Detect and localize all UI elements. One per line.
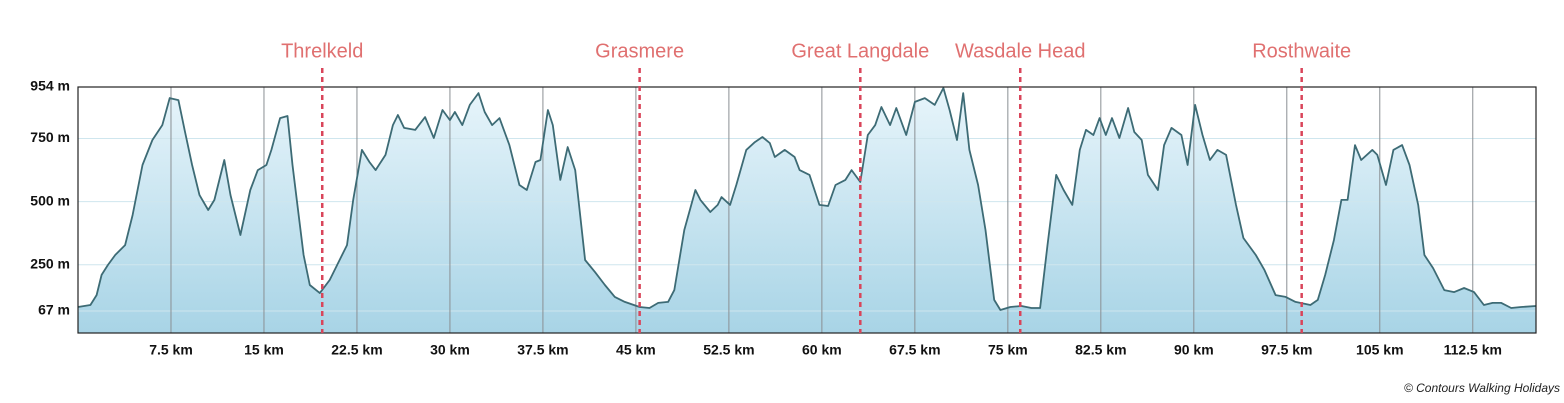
x-tick-label: 7.5 km (149, 342, 193, 358)
x-tick-label: 90 km (1174, 342, 1214, 358)
marker-label: Great Langdale (791, 40, 929, 62)
x-tick-label: 37.5 km (517, 342, 568, 358)
marker-label: Threlkeld (281, 40, 363, 62)
credit: © Contours Walking Holidays (1404, 381, 1560, 395)
x-tick-label: 67.5 km (889, 342, 940, 358)
x-tick-label: 22.5 km (331, 342, 382, 358)
marker-label: Rosthwaite (1252, 40, 1351, 62)
y-tick-label: 500 m (30, 192, 70, 208)
marker-label: Grasmere (595, 40, 684, 62)
x-tick-label: 97.5 km (1261, 342, 1312, 358)
elevation-area (78, 88, 1536, 333)
x-tick-label: 60 km (802, 342, 842, 358)
x-tick-label: 105 km (1356, 342, 1403, 358)
plot-area: 67 m 250 m 500 m 750 m 954 m 7.5 km 15 km 22.5 … (30, 40, 1537, 358)
y-tick-label: 750 m (30, 129, 70, 145)
x-tick-label: 112.5 km (1444, 342, 1502, 358)
x-tick-label: 82.5 km (1075, 342, 1126, 358)
x-tick-label: 15 km (244, 342, 284, 358)
elevation-line (77, 87, 1537, 311)
y-tick-label: 250 m (30, 256, 70, 272)
y-tick-label: 954 m (30, 78, 70, 94)
x-tick-label: 30 km (430, 342, 470, 358)
plot-border (77, 86, 1537, 334)
y-tick-label: 67 m (38, 302, 70, 318)
x-tick-label: 52.5 km (703, 342, 754, 358)
x-tick-label: 75 km (988, 342, 1028, 358)
x-tick-label: 45 km (616, 342, 656, 358)
marker-label: Wasdale Head (955, 40, 1085, 62)
